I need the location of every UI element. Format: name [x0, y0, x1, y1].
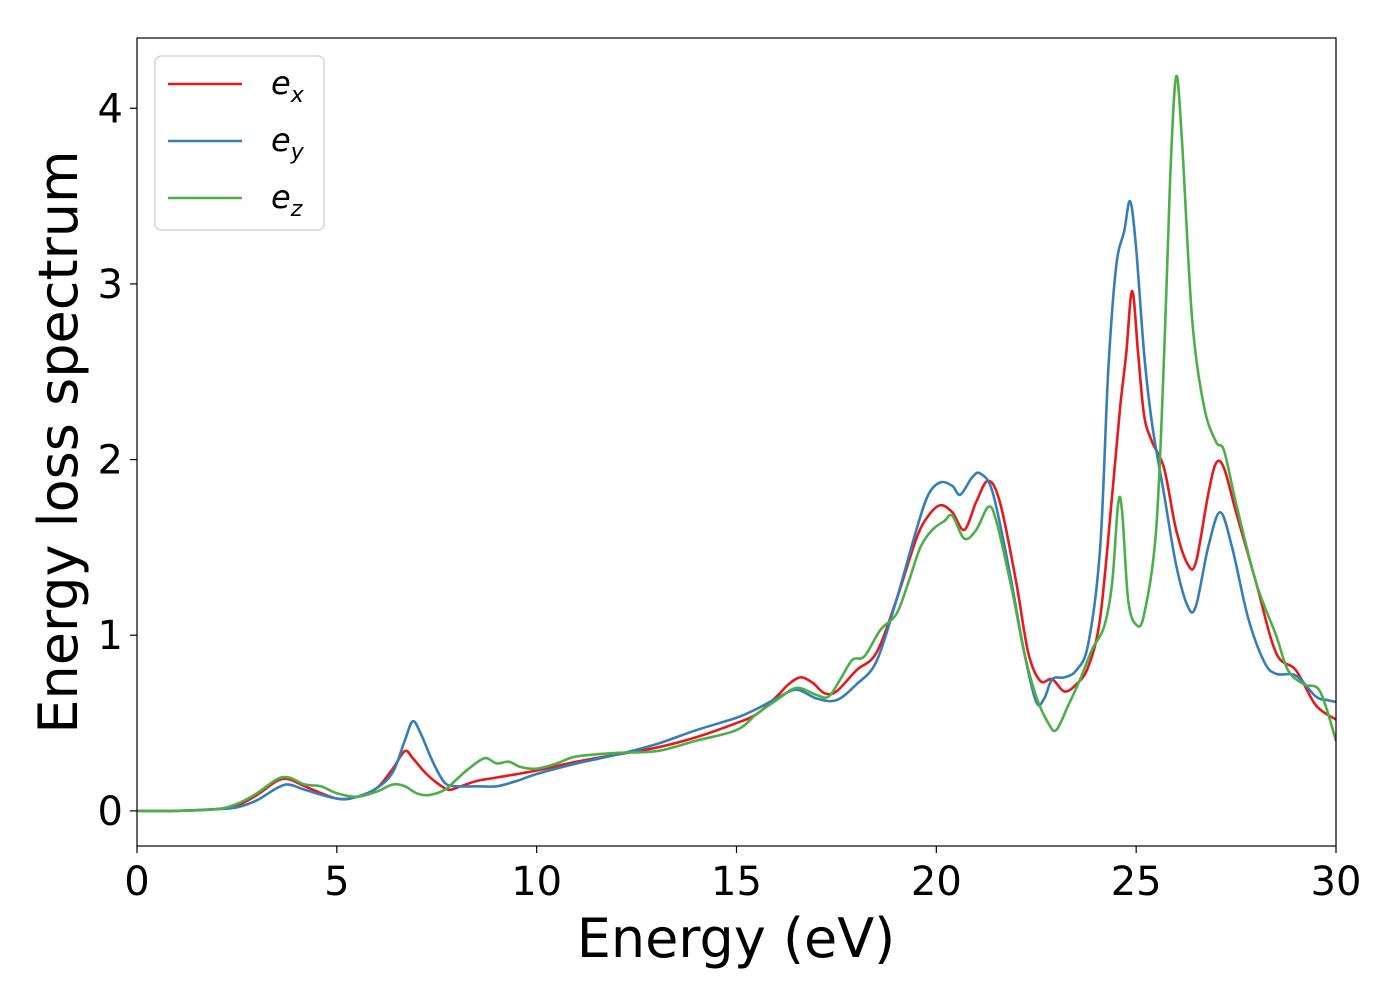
y-tick-label: 1	[98, 613, 123, 659]
x-tick-label: 20	[911, 859, 962, 905]
x-axis-label: Energy (eV)	[577, 907, 896, 970]
y-tick-label: 4	[98, 86, 123, 132]
y-tick-label: 0	[98, 789, 123, 835]
series-line-x	[137, 289, 1336, 813]
series-line-z	[137, 74, 1336, 813]
legend-label-x: ex	[271, 64, 305, 108]
y-axis-label: Energy loss spectrum	[27, 150, 90, 733]
legend-label-y: ey	[271, 121, 305, 165]
legend-label-z: ez	[271, 178, 303, 222]
x-tick-label: 5	[324, 859, 349, 905]
legend: ex ey ez	[154, 55, 325, 231]
series-line-y	[137, 200, 1336, 813]
legend-box	[154, 55, 325, 231]
x-axis: 0 5 10 15 20 25 30	[124, 846, 1361, 905]
x-tick-label: 30	[1311, 859, 1362, 905]
x-tick-label: 15	[711, 859, 762, 905]
series-layer	[137, 74, 1336, 813]
y-tick-label: 3	[98, 262, 123, 308]
y-tick-label: 2	[98, 438, 123, 484]
y-axis: 0 1 2 3 4	[98, 86, 137, 835]
x-tick-label: 10	[511, 859, 562, 905]
x-tick-label: 25	[1111, 859, 1162, 905]
x-tick-label: 0	[124, 859, 149, 905]
